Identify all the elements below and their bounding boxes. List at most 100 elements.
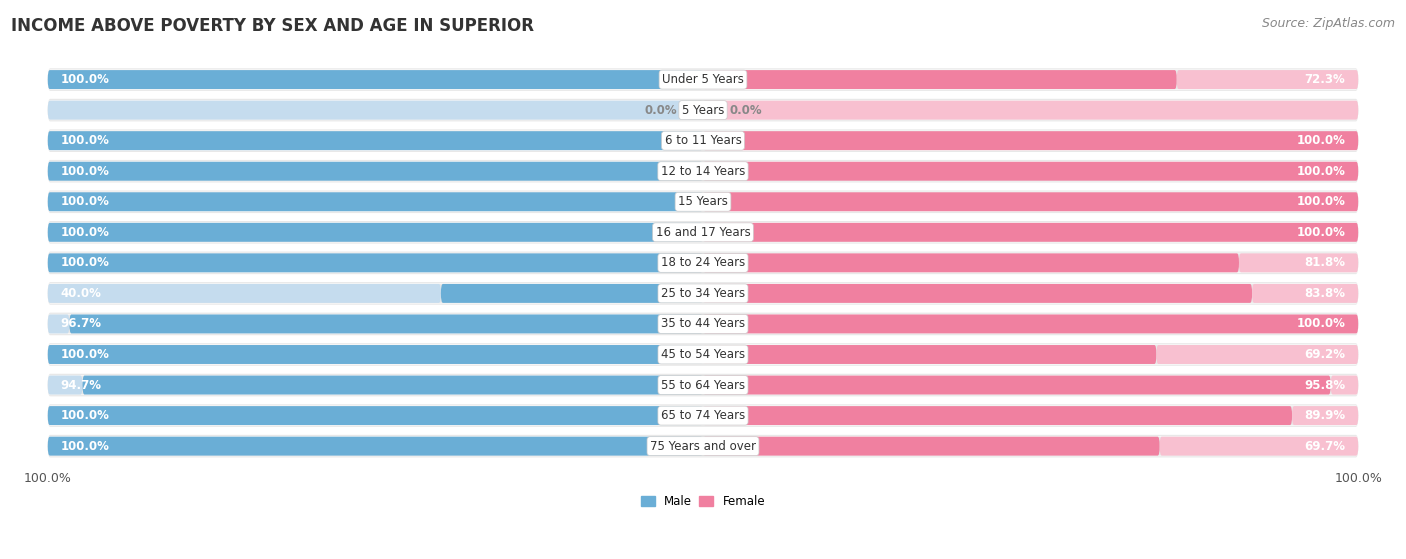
FancyBboxPatch shape xyxy=(703,315,1358,333)
FancyBboxPatch shape xyxy=(48,312,1358,335)
FancyBboxPatch shape xyxy=(48,68,1358,91)
Text: 69.2%: 69.2% xyxy=(1305,348,1346,361)
FancyBboxPatch shape xyxy=(48,376,703,395)
FancyBboxPatch shape xyxy=(48,282,1358,305)
Text: 65 to 74 Years: 65 to 74 Years xyxy=(661,409,745,422)
Text: 12 to 14 Years: 12 to 14 Years xyxy=(661,165,745,178)
Text: 55 to 64 Years: 55 to 64 Years xyxy=(661,378,745,391)
FancyBboxPatch shape xyxy=(48,101,703,120)
Legend: Male, Female: Male, Female xyxy=(636,490,770,513)
FancyBboxPatch shape xyxy=(441,284,703,303)
FancyBboxPatch shape xyxy=(48,192,703,211)
Text: 5 Years: 5 Years xyxy=(682,103,724,117)
FancyBboxPatch shape xyxy=(703,70,1177,89)
Text: 100.0%: 100.0% xyxy=(60,257,110,269)
Text: INCOME ABOVE POVERTY BY SEX AND AGE IN SUPERIOR: INCOME ABOVE POVERTY BY SEX AND AGE IN S… xyxy=(11,17,534,35)
Text: 75 Years and over: 75 Years and over xyxy=(650,439,756,453)
FancyBboxPatch shape xyxy=(703,253,1358,272)
Text: 100.0%: 100.0% xyxy=(1296,165,1346,178)
FancyBboxPatch shape xyxy=(48,253,703,272)
FancyBboxPatch shape xyxy=(48,100,1358,120)
FancyBboxPatch shape xyxy=(48,283,1358,304)
FancyBboxPatch shape xyxy=(48,131,703,150)
FancyBboxPatch shape xyxy=(48,252,1358,274)
FancyBboxPatch shape xyxy=(48,253,1358,273)
Text: 15 Years: 15 Years xyxy=(678,195,728,209)
Text: 100.0%: 100.0% xyxy=(60,409,110,422)
FancyBboxPatch shape xyxy=(48,161,1358,181)
FancyBboxPatch shape xyxy=(703,437,1358,456)
Text: 83.8%: 83.8% xyxy=(1305,287,1346,300)
Text: 100.0%: 100.0% xyxy=(60,165,110,178)
FancyBboxPatch shape xyxy=(703,437,1160,456)
FancyBboxPatch shape xyxy=(48,406,703,425)
Text: 100.0%: 100.0% xyxy=(60,348,110,361)
FancyBboxPatch shape xyxy=(1156,345,1358,364)
Text: 25 to 34 Years: 25 to 34 Years xyxy=(661,287,745,300)
FancyBboxPatch shape xyxy=(703,376,1330,395)
FancyBboxPatch shape xyxy=(48,192,703,211)
FancyBboxPatch shape xyxy=(48,70,703,89)
FancyBboxPatch shape xyxy=(48,435,1358,457)
FancyBboxPatch shape xyxy=(48,160,1358,183)
Text: 96.7%: 96.7% xyxy=(60,318,101,330)
Text: 100.0%: 100.0% xyxy=(1296,318,1346,330)
FancyBboxPatch shape xyxy=(48,131,1358,151)
FancyBboxPatch shape xyxy=(1177,70,1358,89)
FancyBboxPatch shape xyxy=(703,253,1239,272)
FancyBboxPatch shape xyxy=(48,101,703,120)
Text: 40.0%: 40.0% xyxy=(60,287,101,300)
Text: 100.0%: 100.0% xyxy=(60,226,110,239)
FancyBboxPatch shape xyxy=(48,437,703,456)
Text: 95.8%: 95.8% xyxy=(1303,378,1346,391)
FancyBboxPatch shape xyxy=(703,345,1156,364)
FancyBboxPatch shape xyxy=(48,345,703,364)
Text: 94.7%: 94.7% xyxy=(60,378,101,391)
FancyBboxPatch shape xyxy=(1253,284,1358,303)
Text: 89.9%: 89.9% xyxy=(1303,409,1346,422)
FancyBboxPatch shape xyxy=(1239,253,1358,272)
FancyBboxPatch shape xyxy=(703,101,1358,120)
FancyBboxPatch shape xyxy=(1160,437,1358,456)
Text: 100.0%: 100.0% xyxy=(1296,134,1346,147)
FancyBboxPatch shape xyxy=(703,131,1358,150)
FancyBboxPatch shape xyxy=(83,376,703,395)
Text: 18 to 24 Years: 18 to 24 Years xyxy=(661,257,745,269)
FancyBboxPatch shape xyxy=(703,284,1358,303)
FancyBboxPatch shape xyxy=(48,406,703,425)
FancyBboxPatch shape xyxy=(48,162,703,181)
FancyBboxPatch shape xyxy=(703,315,1358,333)
FancyBboxPatch shape xyxy=(703,284,1253,303)
FancyBboxPatch shape xyxy=(48,131,703,150)
FancyBboxPatch shape xyxy=(48,253,703,272)
Text: Under 5 Years: Under 5 Years xyxy=(662,73,744,86)
FancyBboxPatch shape xyxy=(703,162,1358,181)
FancyBboxPatch shape xyxy=(48,314,1358,334)
FancyBboxPatch shape xyxy=(703,192,1358,211)
Text: 100.0%: 100.0% xyxy=(60,195,110,209)
FancyBboxPatch shape xyxy=(703,406,1292,425)
FancyBboxPatch shape xyxy=(48,70,703,89)
FancyBboxPatch shape xyxy=(48,437,703,456)
Text: 45 to 54 Years: 45 to 54 Years xyxy=(661,348,745,361)
FancyBboxPatch shape xyxy=(703,162,1358,181)
FancyBboxPatch shape xyxy=(69,315,703,333)
FancyBboxPatch shape xyxy=(48,284,703,303)
FancyBboxPatch shape xyxy=(48,375,1358,395)
Text: 100.0%: 100.0% xyxy=(60,134,110,147)
FancyBboxPatch shape xyxy=(48,222,1358,243)
FancyBboxPatch shape xyxy=(48,129,1358,152)
Text: 100.0%: 100.0% xyxy=(1296,226,1346,239)
FancyBboxPatch shape xyxy=(48,99,1358,121)
FancyBboxPatch shape xyxy=(48,315,703,333)
FancyBboxPatch shape xyxy=(703,192,1358,211)
Text: 100.0%: 100.0% xyxy=(1296,195,1346,209)
Text: 16 and 17 Years: 16 and 17 Years xyxy=(655,226,751,239)
FancyBboxPatch shape xyxy=(48,345,703,364)
FancyBboxPatch shape xyxy=(48,223,703,242)
FancyBboxPatch shape xyxy=(703,131,1358,150)
Text: 100.0%: 100.0% xyxy=(60,73,110,86)
FancyBboxPatch shape xyxy=(48,374,1358,396)
FancyBboxPatch shape xyxy=(1330,376,1358,395)
FancyBboxPatch shape xyxy=(703,223,1358,242)
